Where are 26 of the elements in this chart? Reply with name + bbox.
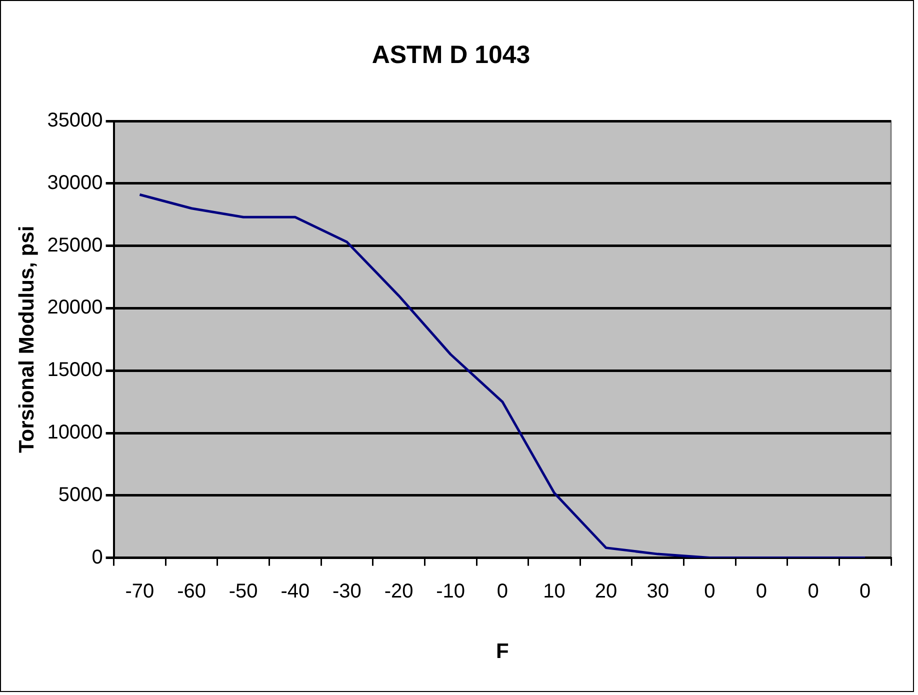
x-tick-label: -50 [228,580,258,602]
y-tick-label: 15000 [47,359,103,382]
y-tick-label: 35000 [47,110,103,132]
x-tick-label: -30 [332,580,362,602]
x-tick-label: 0 [756,580,768,602]
x-tick-label: 20 [594,580,618,602]
x-tick-label: 10 [543,580,566,602]
y-tick-label: 25000 [47,234,103,256]
y-tick-label: 20000 [47,296,103,319]
y-tick-label: 0 [92,546,103,568]
y-tick-label: 10000 [47,422,103,444]
chart-title: ASTM D 1043 [372,40,530,69]
x-tick-label: 0 [496,580,508,602]
x-tick-label: -10 [436,580,466,602]
x-tick-label: -40 [280,580,310,602]
x-tick-label: 0 [860,580,871,602]
x-tick-label: -20 [384,580,414,602]
x-tick-label: 0 [704,580,716,602]
x-axis-title: F [496,640,509,664]
y-tick-label: 30000 [47,172,103,194]
y-axis-title: Torsional Modulus, psi [15,226,38,453]
x-tick-label: -60 [177,580,206,602]
x-tick-label: 30 [646,580,669,602]
x-tick-label: 0 [808,580,819,602]
y-tick-label: 5000 [58,484,103,506]
x-tick-label: -70 [125,580,154,602]
